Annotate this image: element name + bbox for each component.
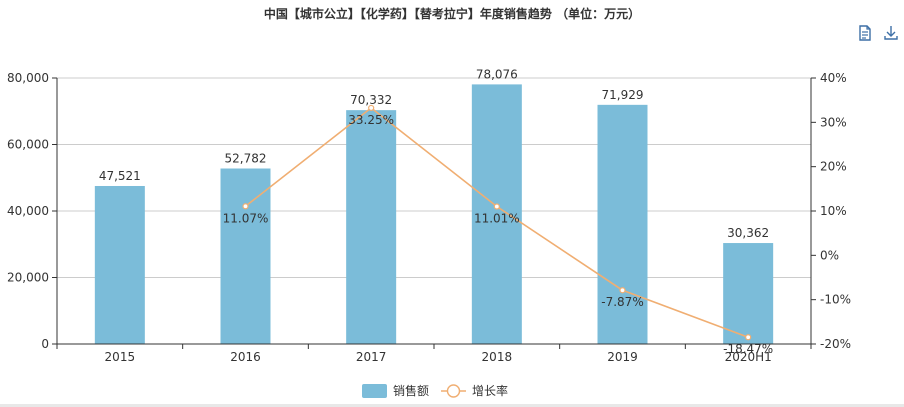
bar — [471, 84, 522, 344]
legend-bar-swatch — [362, 384, 387, 398]
bar — [94, 185, 145, 344]
axes: 0 20,000 40,000 60,000 80,000 -20% -10% 0% 10% 20… — [7, 71, 851, 364]
line-point — [619, 287, 626, 294]
line-point — [242, 203, 249, 210]
bar — [220, 168, 271, 344]
bar-value-label: 78,076 — [476, 67, 518, 81]
bar-series — [94, 84, 774, 344]
line-point — [745, 334, 752, 341]
bar-value-label: 30,362 — [727, 226, 769, 240]
bar-value-label: 47,521 — [99, 169, 141, 183]
y-right-tick-label: 20% — [820, 160, 847, 174]
bar-value-label: 71,929 — [602, 88, 644, 102]
y-right-tick-label: -20% — [820, 337, 851, 351]
line-series — [242, 104, 752, 341]
y-left-tick-label: 20,000 — [7, 271, 49, 285]
y-right-tick-label: 40% — [820, 71, 847, 85]
line-value-label: 33.25% — [348, 113, 394, 127]
line-value-label: 11.01% — [474, 212, 520, 226]
line-value-label: -18.47% — [723, 342, 773, 356]
legend-line-label: 增长率 — [472, 383, 508, 398]
line-value-label: -7.87% — [601, 295, 643, 309]
y-right-tick-label: 10% — [820, 204, 847, 218]
download-icon[interactable] — [882, 24, 900, 42]
y-right-tick-label: 0% — [820, 248, 839, 262]
y-right-tick-label: 30% — [820, 115, 847, 129]
y-left-tick-label: 80,000 — [7, 71, 49, 85]
legend-bar-label: 销售额 — [393, 383, 429, 398]
x-tick-label: 2015 — [105, 350, 136, 364]
chart-toolbar — [856, 24, 900, 42]
y-right-tick-label: -10% — [820, 293, 851, 307]
bar-value-label: 70,332 — [350, 93, 392, 107]
bar — [597, 104, 648, 344]
bar-value-label: 52,782 — [225, 151, 267, 165]
y-left-tick-label: 0 — [41, 337, 49, 351]
x-tick-label: 2018 — [482, 350, 513, 364]
grid-lines — [57, 77, 811, 278]
x-tick-label: 2017 — [356, 350, 387, 364]
y-left-tick-label: 60,000 — [7, 138, 49, 152]
y-left-tick-label: 40,000 — [7, 204, 49, 218]
x-tick-label: 2020H1 — [725, 350, 772, 364]
bar — [346, 110, 397, 344]
legend-line-marker — [446, 384, 461, 398]
line-point — [368, 104, 375, 112]
bar — [723, 243, 774, 344]
line-point — [493, 203, 500, 210]
x-tick-label: 2016 — [230, 350, 261, 364]
bottom-divider — [0, 404, 904, 407]
legend: 销售额 增长率 — [362, 383, 508, 398]
data-labels: 47,521 52,782 70,332 78,076 71,929 30,362 11.0… — [99, 67, 773, 356]
line-value-label: 11.07% — [223, 211, 269, 225]
x-tick-label: 2019 — [607, 350, 638, 364]
chart-title: 中国【城市公立】【化学药】【替考拉宁】年度销售趋势 （单位：万元） — [263, 7, 641, 21]
document-icon[interactable] — [856, 24, 874, 42]
